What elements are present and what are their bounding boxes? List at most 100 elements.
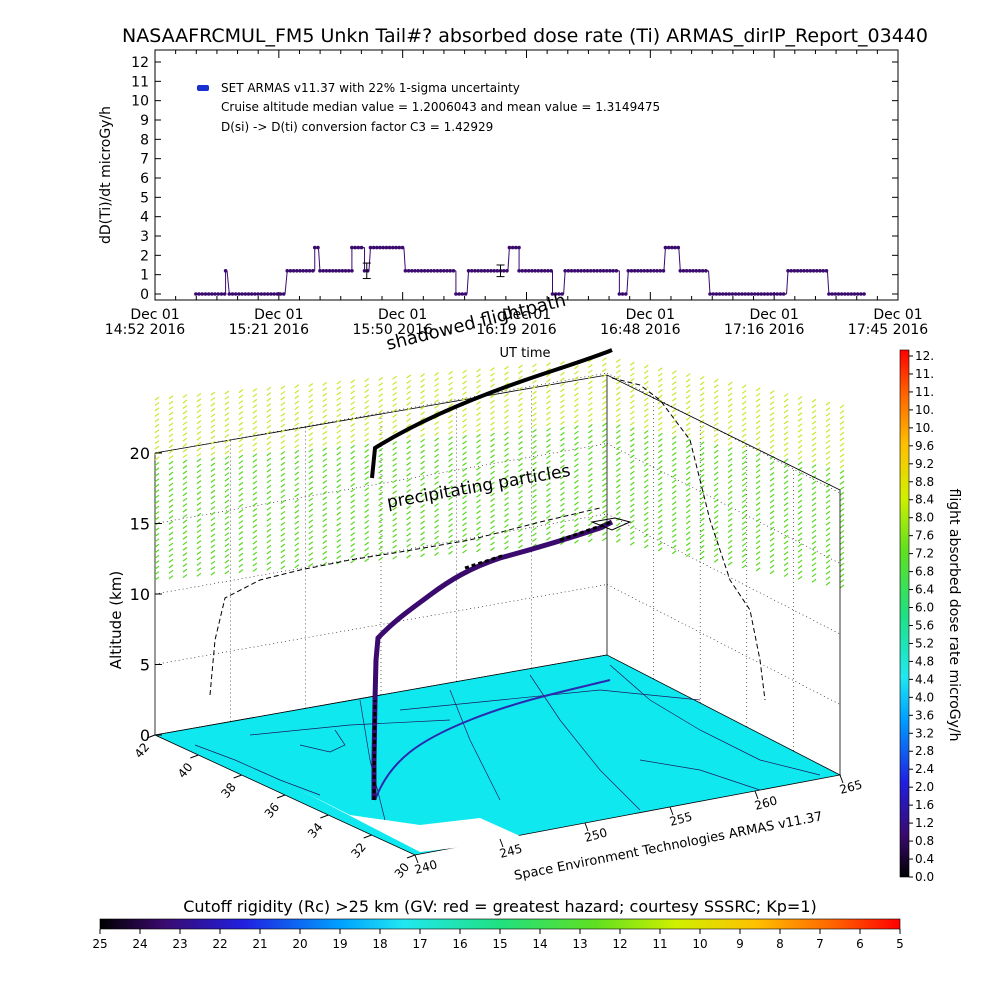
data-point [240,292,244,296]
precip-mark [294,411,300,416]
precip-mark [741,564,747,569]
precip-mark [294,389,300,394]
right-colorbar-tick-label: 4.8 [915,654,934,668]
precip-mark [420,411,425,416]
precip-mark [322,469,328,474]
precip-mark [252,398,258,403]
precip-mark [476,515,481,520]
bottom-colorbar-tick-label: 14 [532,937,547,951]
precip-mark [154,489,160,494]
precip-mark [671,517,677,522]
precip-mark [546,460,551,465]
altitude-tick-label: 0 [140,726,150,745]
data-point [645,269,650,273]
precip-mark [406,532,411,537]
precip-mark [210,451,216,456]
precip-mark [420,449,425,454]
precip-mark [224,434,230,438]
precip-mark [238,443,244,448]
precip-mark [741,504,747,509]
data-point [278,292,283,296]
data-point [859,292,863,296]
precip-mark [378,431,384,436]
precip-mark [629,481,635,486]
precip-mark [266,555,272,560]
precip-mark [518,533,523,538]
precip-mark [420,471,425,476]
precip-mark [727,528,733,533]
precip-mark [504,431,509,436]
precip-mark [504,420,509,425]
precip-mark [322,403,328,408]
data-point [588,269,593,273]
precip-mark [797,477,803,482]
precip-mark [224,570,230,575]
data-point [579,269,583,273]
data-point [614,269,619,273]
precip-mark [755,436,761,441]
top-data-marks [194,245,866,296]
precip-mark [294,553,300,558]
precip-mark [154,549,160,554]
precip-mark [168,504,174,509]
precip-mark [224,499,230,504]
precip-mark [560,519,565,524]
precip-mark [238,558,244,563]
data-point [492,269,496,273]
precip-mark [252,567,258,572]
precip-mark [252,535,258,540]
precip-mark [797,395,803,400]
data-connector [626,270,629,295]
precip-mark [769,439,775,444]
precip-mark [448,441,453,446]
precip-mark [350,384,356,389]
precip-mark [490,476,495,481]
precip-mark [588,413,593,418]
data-point [397,245,402,250]
precip-mark [238,454,244,459]
precip-mark [839,573,845,578]
right-colorbar-tick-label: 7.6 [915,529,934,543]
precip-mark [168,455,174,460]
right-colorbar-label: flight absorbed dose rate microGy/h [946,489,962,742]
precip-mark [476,401,481,406]
precip-mark [280,472,286,477]
precip-mark [546,384,551,389]
precip-mark [364,541,370,546]
data-point [321,269,325,273]
precip-mark [741,384,747,389]
precip-mark [574,507,579,512]
precip-mark [476,384,481,389]
precip-mark [769,488,775,493]
data-point [811,269,816,273]
precip-mark [182,541,188,546]
precip-mark [336,429,342,434]
precip-mark [532,401,537,406]
data-point [327,269,332,273]
precip-mark [406,494,411,499]
precip-mark [671,402,677,407]
precip-mark [811,556,817,561]
precip-mark [727,501,733,506]
precip-mark [308,541,314,546]
precip-mark [518,402,523,407]
precip-mark [476,493,481,498]
precip-mark [518,441,523,446]
precip-mark [476,439,481,444]
precip-mark [546,400,551,405]
precip-mark [601,477,607,482]
right-colorbar-tick-label: 2.8 [915,744,934,758]
precip-mark [168,400,174,405]
precip-mark [769,559,775,564]
precip-mark [671,392,677,397]
precip-mark [671,533,677,538]
precip-mark [154,478,160,483]
precip-mark [462,478,467,483]
precip-mark [392,506,398,511]
data-point [778,292,783,296]
precip-mark [406,396,411,401]
right-colorbar-tick-label: 1.2 [915,816,934,830]
data-point [295,269,299,273]
data-point [435,269,440,273]
precip-mark [811,398,817,403]
